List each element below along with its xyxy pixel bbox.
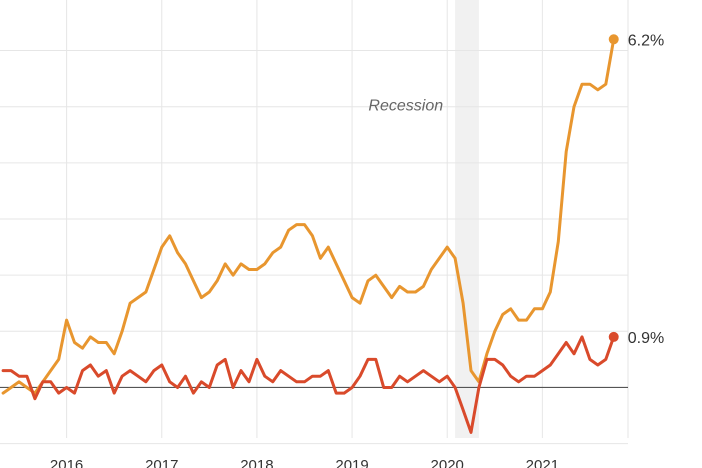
series-end-point-2 — [608, 331, 619, 342]
series-end-point-1 — [608, 34, 619, 45]
series-line-2 — [1, 335, 616, 434]
x-tick-label: 2017 — [145, 457, 178, 468]
x-tick-label: 2020 — [431, 457, 464, 468]
recession-label: Recession — [368, 98, 443, 115]
x-tick-label: 2019 — [335, 457, 368, 468]
series-end-label-2: 0.9% — [628, 330, 664, 347]
series-line-1 — [1, 37, 616, 395]
x-tick-label: 2021 — [526, 457, 559, 468]
x-axis-ticks: 2016 2017 2018 2019 2020 2021 — [50, 457, 559, 468]
chart-grid — [0, 0, 629, 445]
chart-series: 6.2% 0.9% — [1, 32, 664, 434]
x-tick-label: 2018 — [240, 457, 273, 468]
x-tick-label: 2016 — [50, 457, 83, 468]
series-end-label-1: 6.2% — [628, 32, 664, 49]
